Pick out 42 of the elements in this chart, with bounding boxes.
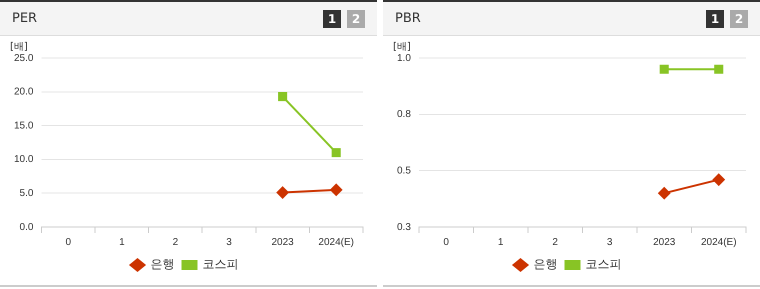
y-tick-label: 25.0: [14, 52, 34, 64]
x-tick-label: 3: [606, 236, 613, 248]
text: 1: [706, 10, 724, 28]
x-tick-label: 2023: [271, 236, 294, 248]
x-tick-label: 2023: [653, 236, 676, 248]
point: [276, 186, 289, 199]
y-tick-label: 0.5: [396, 165, 412, 176]
y-tick-label: 0.0: [20, 222, 34, 233]
point: [712, 174, 725, 186]
point: [332, 148, 341, 158]
x-tick-label: 1: [498, 236, 504, 248]
y-tick-label: 1.0: [396, 52, 412, 64]
x-tick-label: 0: [443, 236, 450, 248]
y-axis-title: [배]: [10, 42, 28, 53]
y-axis-title: [배]: [393, 42, 411, 53]
legend-label: 코스피: [586, 257, 622, 272]
y-tick-label: 15.0: [14, 120, 34, 132]
y-tick-label: 0.8: [396, 109, 412, 120]
x-tick-label: 2024(E): [700, 236, 737, 248]
x-tick-label: 0: [65, 236, 72, 248]
x-tick-label: 2024(E): [318, 236, 354, 248]
point: [330, 184, 342, 196]
point: [714, 64, 724, 74]
y-tick-label: 20.0: [14, 86, 34, 98]
chart-title: PBR: [395, 11, 421, 26]
chart-title: PER: [12, 11, 38, 26]
text: 2: [347, 10, 365, 28]
x-tick-label: 1: [119, 236, 126, 248]
y-tick-label: 10.0: [14, 154, 34, 166]
x-tick-label: 2: [172, 236, 179, 248]
x-tick-label: 3: [226, 236, 232, 248]
y-tick-label: 5.0: [20, 188, 34, 199]
text: 1: [323, 10, 341, 28]
x-tick-label: 2: [552, 236, 558, 248]
point: [278, 92, 288, 102]
point: [658, 187, 670, 200]
legend-label: 코스피: [202, 257, 238, 272]
legend-label: 은행: [150, 257, 174, 272]
legend-label: 은행: [534, 257, 558, 272]
y-tick-label: 0.3: [396, 222, 412, 233]
text: 2: [730, 10, 748, 28]
point: [660, 64, 669, 74]
